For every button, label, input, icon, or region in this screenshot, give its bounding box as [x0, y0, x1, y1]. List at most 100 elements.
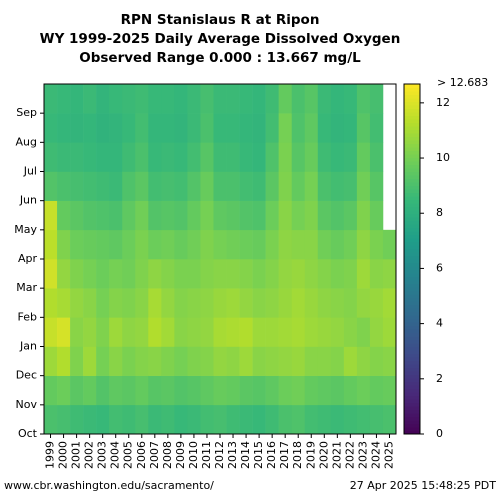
heat-cell	[109, 113, 123, 143]
colorbar-tick-label: 10	[436, 151, 450, 164]
heat-cell	[213, 113, 227, 143]
heat-cell	[96, 171, 110, 201]
heat-cell	[265, 84, 279, 114]
heat-cell	[382, 229, 397, 260]
x-tick-label: 2005	[122, 441, 135, 469]
colorbar-segment	[404, 185, 420, 190]
heat-cell	[161, 171, 175, 201]
heat-cell	[83, 375, 97, 406]
heat-cell	[44, 113, 58, 143]
heat-cell	[57, 346, 71, 376]
x-tick-label: 2003	[96, 441, 109, 469]
heat-cell	[109, 404, 123, 435]
heat-cell	[343, 346, 358, 376]
heat-cell	[356, 142, 371, 172]
y-tick-label: Jun	[19, 194, 37, 207]
heat-cell	[291, 84, 306, 114]
x-tick-label: 2011	[200, 441, 213, 469]
heat-cell	[369, 288, 384, 318]
x-tick-label: 2018	[291, 441, 304, 469]
heat-cell	[44, 288, 58, 318]
x-tick-label: 2000	[57, 441, 70, 469]
heat-cell	[148, 317, 162, 347]
heat-cell	[239, 200, 253, 231]
heat-cell	[200, 171, 214, 201]
heat-cell	[161, 317, 175, 347]
colorbar-segment	[404, 259, 420, 263]
heat-cell	[252, 404, 266, 435]
colorbar-segment	[404, 364, 420, 368]
heat-cell	[96, 84, 110, 114]
heat-cell	[57, 84, 71, 114]
heat-cell	[330, 288, 345, 318]
heat-cell	[161, 375, 175, 406]
heat-cell	[109, 229, 123, 260]
heat-cell	[239, 259, 253, 289]
colorbar-segment	[404, 217, 420, 221]
heat-cell	[278, 142, 293, 172]
heat-cell	[83, 259, 97, 289]
heat-cell	[226, 171, 240, 201]
heat-cell	[304, 288, 319, 318]
heat-cell	[148, 84, 162, 114]
colorbar-segment	[404, 311, 420, 316]
colorbar-segment	[404, 350, 420, 354]
colorbar-segment	[404, 168, 420, 172]
colorbar-segment	[404, 367, 420, 372]
heat-cell	[330, 259, 345, 289]
colorbar-segment	[404, 325, 420, 330]
heat-cell	[369, 84, 384, 114]
heat-cell	[109, 200, 123, 231]
colorbar-tick-label: 0	[436, 427, 443, 440]
heat-cell	[57, 317, 71, 347]
heat-cell	[135, 229, 149, 260]
heat-cell	[148, 113, 162, 143]
colorbar-tick-label: 12	[436, 96, 450, 109]
colorbar-segment	[404, 280, 420, 284]
chart-subtitle: Observed Range 0.000 : 13.667 mg/L	[79, 50, 361, 66]
x-tick-label: 2007	[148, 441, 161, 469]
heat-cell	[291, 375, 306, 406]
heat-cell	[226, 346, 240, 376]
x-tick-label: 2015	[252, 441, 265, 469]
colorbar-segment	[404, 269, 420, 274]
heat-cell	[83, 404, 97, 435]
heat-cell	[356, 84, 371, 114]
heat-cell	[96, 142, 110, 172]
heat-cell	[343, 84, 358, 114]
heat-cell	[239, 84, 253, 114]
x-tick-label: 2019	[304, 441, 317, 469]
colorbar-segment	[404, 262, 420, 267]
heat-cell	[369, 229, 384, 260]
heat-cell	[44, 229, 58, 260]
colorbar-segment	[404, 374, 420, 379]
colorbar-segment	[404, 206, 420, 211]
heat-cell	[96, 288, 110, 318]
heat-cell	[174, 171, 188, 201]
heat-cell	[252, 84, 266, 114]
heat-cell	[291, 404, 306, 435]
heat-cell	[57, 288, 71, 318]
heat-cell	[265, 229, 279, 260]
heat-cell	[278, 375, 293, 406]
colorbar-segment	[404, 360, 420, 365]
heat-cell	[96, 200, 110, 231]
colorbar-segment	[404, 371, 420, 375]
heat-cell	[135, 113, 149, 143]
heat-cell	[278, 200, 293, 231]
heat-cell	[356, 229, 371, 260]
heat-cell	[122, 259, 136, 289]
heat-cell	[356, 171, 371, 201]
colorbar-segment	[404, 171, 420, 176]
heat-cell	[330, 84, 345, 114]
heat-cell	[265, 288, 279, 318]
heat-cell	[252, 288, 266, 318]
heat-cell	[187, 317, 201, 347]
heat-cell	[57, 259, 71, 289]
colorbar-segment	[404, 399, 420, 403]
heat-cell	[239, 288, 253, 318]
heat-cell	[148, 259, 162, 289]
heat-cell	[226, 142, 240, 172]
colorbar-segment	[404, 245, 420, 249]
heat-cell	[317, 288, 332, 318]
